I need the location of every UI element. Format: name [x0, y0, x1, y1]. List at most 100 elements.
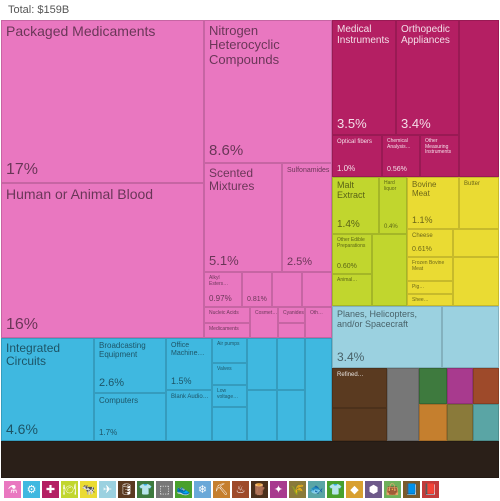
treemap-cell[interactable]: Broadcasting Equipment2.6% — [94, 338, 166, 393]
treemap-cell[interactable] — [305, 338, 332, 441]
cell-label: Nitrogen Heterocyclic Compounds — [209, 24, 329, 67]
legend-item[interactable]: ❄ — [194, 481, 211, 498]
cell-label: Other Edible Preparations — [337, 238, 369, 249]
treemap-cell[interactable]: 0.81% — [242, 272, 272, 307]
legend-item[interactable]: ✚ — [42, 481, 59, 498]
treemap-cell[interactable]: Valves — [212, 363, 247, 385]
treemap-cell[interactable]: Animal… — [332, 274, 372, 306]
treemap-cell[interactable] — [387, 368, 419, 441]
legend-item[interactable]: 👜 — [384, 481, 401, 498]
treemap-cell[interactable]: Nitrogen Heterocyclic Compounds 8.6% — [204, 20, 332, 163]
cell-percent: 0.4% — [384, 224, 398, 230]
treemap-cell[interactable]: Low voltage… — [212, 385, 247, 407]
treemap-cell[interactable]: Integrated Circuits4.6% — [1, 338, 94, 441]
treemap-cell[interactable]: Shee… — [407, 294, 453, 306]
treemap-cell[interactable] — [447, 404, 473, 441]
treemap-cell[interactable]: Cheese0.61% — [407, 229, 453, 257]
legend-item[interactable]: ◆ — [346, 481, 363, 498]
legend-item[interactable]: 🪵 — [251, 481, 268, 498]
cell-percent: 0.81% — [247, 296, 267, 303]
treemap-cell[interactable] — [247, 338, 277, 390]
cell-label: Medicaments — [209, 327, 247, 333]
treemap-cell[interactable]: Air pumps — [212, 338, 247, 363]
treemap-cell[interactable] — [419, 404, 447, 441]
treemap-cell[interactable]: Oth… — [305, 307, 332, 338]
legend-item[interactable]: 👟 — [175, 481, 192, 498]
treemap-cell[interactable] — [278, 323, 305, 338]
legend-item[interactable]: ⚗ — [4, 481, 21, 498]
cell-percent: 0.56% — [387, 166, 407, 173]
treemap-cell[interactable] — [473, 368, 499, 404]
treemap-cell[interactable]: Blank Audio… — [166, 390, 212, 441]
treemap-cell[interactable]: Office Machine…1.5% — [166, 338, 212, 390]
legend-item[interactable]: ♨ — [232, 481, 249, 498]
legend-item[interactable]: 👕 — [137, 481, 154, 498]
treemap-cell[interactable]: Pig… — [407, 281, 453, 294]
legend-item[interactable]: 🌾 — [289, 481, 306, 498]
cell-percent: 2.6% — [99, 377, 124, 389]
cell-label: Frozen Bovine Meat — [412, 261, 450, 272]
legend-item[interactable]: 🐟 — [308, 481, 325, 498]
treemap-cell[interactable]: Computers1.7% — [94, 393, 166, 441]
treemap-cell[interactable] — [212, 407, 247, 441]
treemap-cell[interactable] — [1, 441, 499, 478]
treemap-cell[interactable]: Chemical Analysis… 0.56% — [382, 135, 420, 177]
treemap-cell[interactable] — [459, 20, 499, 177]
treemap-cell[interactable] — [442, 306, 499, 368]
treemap-cell[interactable]: Hard liquor0.4% — [379, 177, 407, 234]
treemap-cell[interactable]: Medical Instruments 3.5% — [332, 20, 396, 135]
cell-label: Nucleic Acids — [209, 311, 247, 317]
treemap-cell[interactable]: Sulfonamides2.5% — [282, 163, 332, 272]
treemap-cell[interactable] — [332, 408, 387, 441]
treemap-cell[interactable]: Packaged Medicaments17% — [1, 20, 204, 183]
treemap-cell[interactable]: Other Measuring Instruments — [420, 135, 459, 177]
legend-item[interactable]: ✈ — [99, 481, 116, 498]
cell-percent: 3.5% — [337, 116, 367, 131]
treemap-cell[interactable] — [277, 338, 305, 390]
treemap-cell[interactable]: Planes, Helicopters, and/or Spacecraft3.… — [332, 306, 442, 368]
treemap-cell[interactable]: Other Edible Preparations0.60% — [332, 234, 372, 274]
legend-item[interactable]: 📕 — [422, 481, 439, 498]
treemap-cell[interactable]: Refined… — [332, 368, 387, 408]
treemap-cell[interactable]: Cyanides — [278, 307, 305, 323]
legend-item[interactable]: ⛏ — [213, 481, 230, 498]
legend-item[interactable]: 📘 — [403, 481, 420, 498]
treemap-cell[interactable] — [447, 368, 473, 404]
legend-item[interactable]: 🛢 — [118, 481, 135, 498]
treemap-cell[interactable]: Optical fibers1.0% — [332, 135, 382, 177]
legend-item[interactable]: ✦ — [270, 481, 287, 498]
treemap-cell[interactable]: Bovine Meat1.1% — [407, 177, 459, 229]
treemap-cell[interactable]: Human or Animal Blood16% — [1, 183, 204, 338]
treemap-cell[interactable] — [277, 390, 305, 441]
legend-item[interactable]: 🍽 — [61, 481, 78, 498]
treemap-cell[interactable]: Nucleic Acids — [204, 307, 250, 323]
treemap-cell[interactable] — [419, 368, 447, 404]
treemap-cell[interactable] — [372, 234, 407, 306]
treemap-cell[interactable]: Cosmet… — [250, 307, 278, 338]
treemap-cell[interactable]: Orthopedic Appliances3.4% — [396, 20, 459, 135]
legend-item[interactable]: 🐄 — [80, 481, 97, 498]
legend-item[interactable]: 👕 — [327, 481, 344, 498]
treemap-cell[interactable] — [473, 404, 499, 441]
treemap-cell[interactable] — [272, 272, 302, 307]
treemap-cell[interactable]: Medicaments — [204, 323, 250, 338]
treemap-cell[interactable]: Frozen Bovine Meat — [407, 257, 453, 281]
treemap-cell[interactable] — [302, 272, 332, 307]
treemap-cell[interactable] — [453, 229, 499, 257]
cell-label: Chemical Analysis… — [387, 139, 417, 150]
cell-label: Medical Instruments — [337, 24, 393, 46]
treemap-cell[interactable]: Scented Mixtures5.1% — [204, 163, 282, 272]
cell-label: Computers — [99, 397, 163, 406]
treemap-cell[interactable]: Butter — [459, 177, 499, 229]
treemap-cell[interactable] — [453, 257, 499, 306]
legend-item[interactable]: ⚙ — [23, 481, 40, 498]
cell-percent: 8.6% — [209, 142, 243, 159]
legend-item[interactable]: ⬚ — [156, 481, 173, 498]
legend-item[interactable]: ⬢ — [365, 481, 382, 498]
cell-label: Other Measuring Instruments — [425, 139, 456, 156]
legend-bar: ⚗⚙✚🍽🐄✈🛢👕⬚👟❄⛏♨🪵✦🌾🐟👕◆⬢👜📘📕 — [0, 478, 500, 501]
treemap-cell[interactable]: Alkyl Esters…0.97% — [204, 272, 242, 307]
treemap-cell[interactable]: Malt Extract1.4% — [332, 177, 379, 234]
cell-percent: 1.1% — [412, 215, 433, 225]
treemap-cell[interactable] — [247, 390, 277, 441]
